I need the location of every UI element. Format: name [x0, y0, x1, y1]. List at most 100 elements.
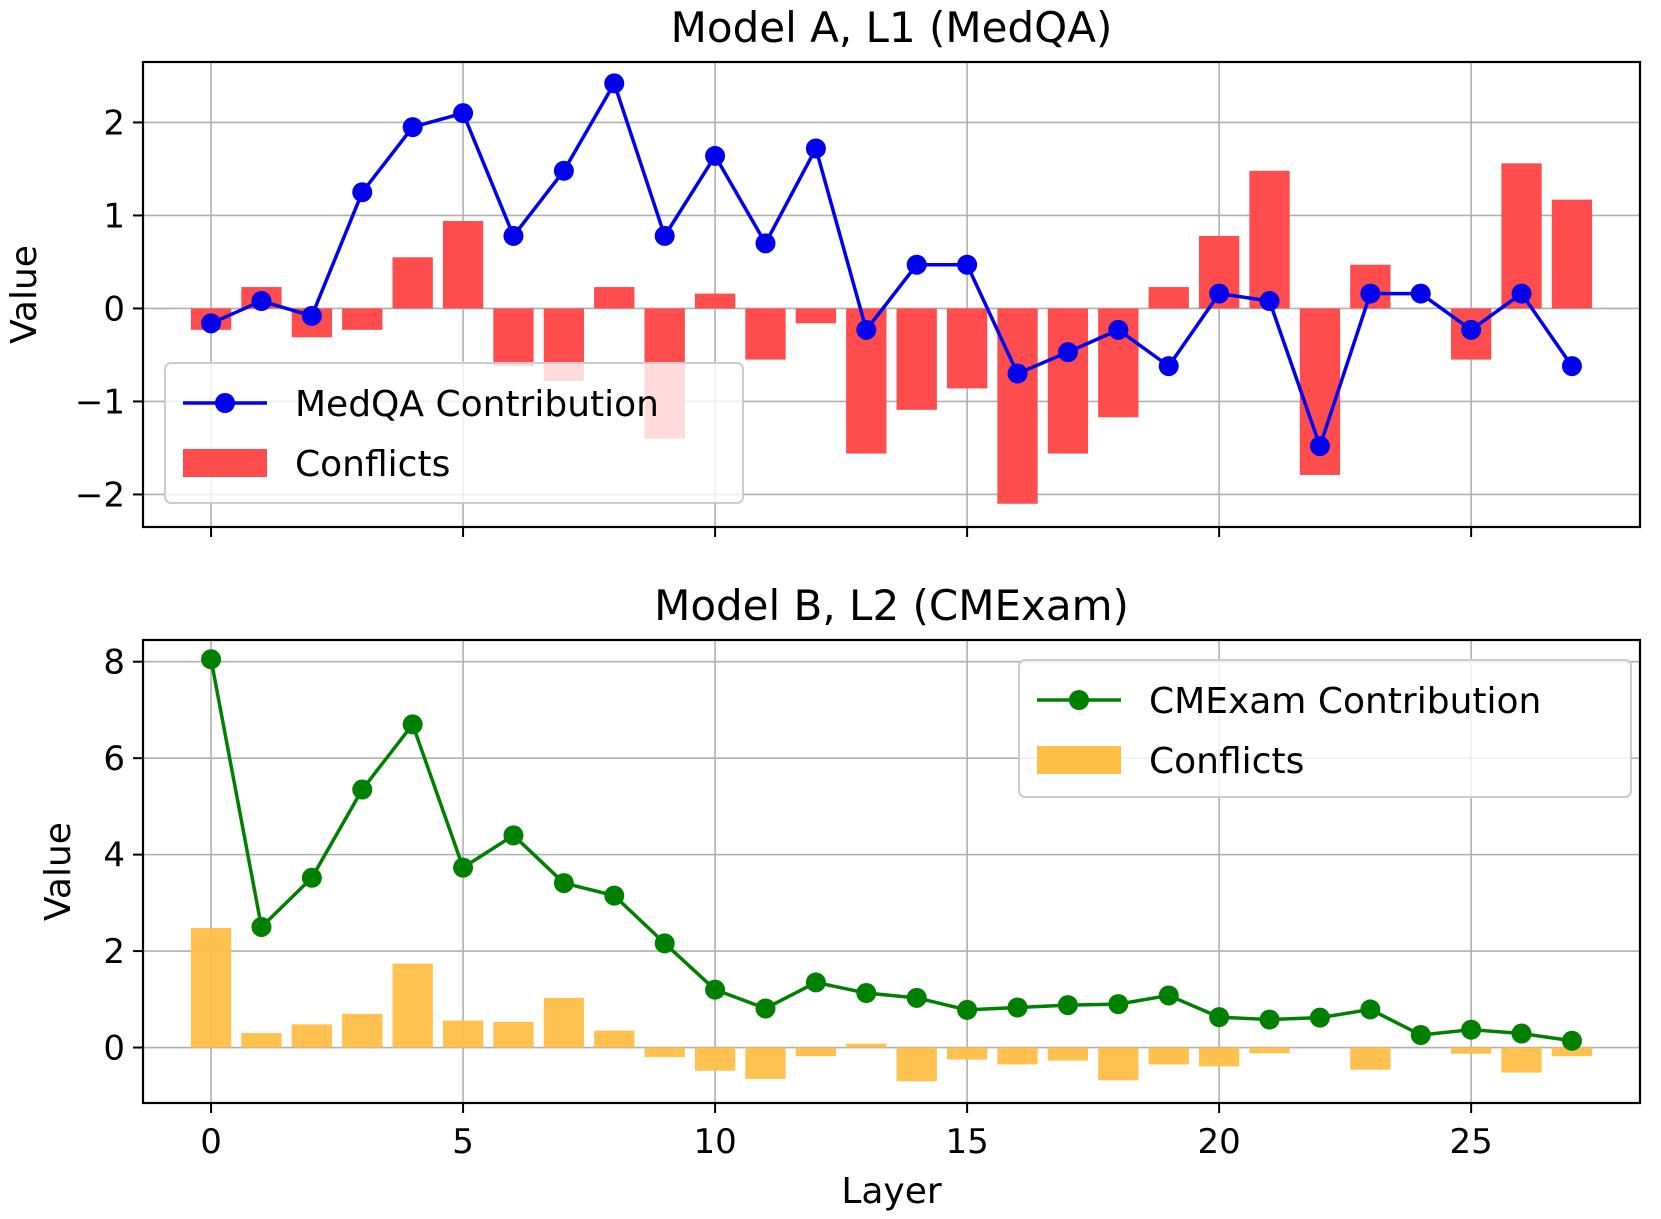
legend-model-b: CMExam Contribution Conflicts	[1018, 659, 1632, 798]
x-tick-label: 5	[452, 1122, 474, 1162]
contribution-point	[1259, 1009, 1280, 1030]
conflict-bar	[997, 308, 1038, 504]
chart-title-model-b: Model B, L2 (CMExam)	[654, 581, 1129, 630]
conflict-bar	[291, 1024, 333, 1048]
conflict-bar	[896, 1047, 937, 1082]
conflict-bar	[745, 308, 786, 360]
conflict-bar	[1148, 287, 1189, 309]
conflict-bar	[997, 1047, 1038, 1065]
panel-model-a: −2 −1 0 1 2 Model A, L1 (MedQA) Value MedQA …	[4, 3, 1642, 537]
conflict-bar	[946, 308, 988, 389]
contribution-point	[1259, 291, 1280, 312]
contribution-point	[503, 225, 524, 246]
contribution-point	[1007, 997, 1028, 1018]
chart-title-model-a: Model A, L1 (MedQA)	[671, 3, 1113, 52]
conflict-bar	[946, 1047, 988, 1060]
contribution-point	[654, 225, 675, 246]
contribution-point	[604, 73, 625, 94]
contribution-line	[210, 81, 1574, 448]
y-tick-label: 1	[103, 196, 125, 236]
conflict-bar	[342, 1013, 383, 1048]
conflict-bar	[1450, 1047, 1492, 1054]
conflict-bar	[1148, 1047, 1189, 1065]
conflict-bar	[694, 1047, 736, 1071]
y-tick-label: 2	[103, 932, 125, 972]
conflict-bar	[1551, 1047, 1593, 1057]
contribution-point	[957, 999, 978, 1020]
contribution-point	[1209, 1007, 1230, 1028]
y-axis-label-model-b: Value	[38, 822, 79, 921]
contribution-point	[503, 825, 524, 846]
contribution-point	[1108, 319, 1129, 340]
contribution-point	[1360, 283, 1381, 304]
legend-box-model-b	[1018, 659, 1632, 798]
y-tick-label: 4	[103, 836, 125, 876]
contribution-point	[1511, 283, 1532, 304]
conflict-bar	[241, 1033, 282, 1048]
conflict-bar	[392, 257, 433, 309]
contribution-point	[251, 916, 272, 937]
contribution-point	[201, 649, 222, 670]
conflict-bar	[594, 287, 635, 309]
conflict-bar	[1350, 1047, 1391, 1070]
contribution-point	[856, 319, 877, 340]
contribution-point	[1057, 342, 1078, 363]
plot-frame-model-b	[141, 638, 1642, 1105]
x-tick-label: 10	[693, 1122, 736, 1162]
contribution-point	[402, 117, 423, 138]
contribution-point	[604, 885, 625, 906]
contribution-point	[1511, 1023, 1532, 1044]
conflict-bars-model-a	[190, 163, 1593, 504]
contribution-point	[1007, 363, 1028, 384]
conflict-bar	[745, 1047, 786, 1079]
contribution-point	[453, 103, 474, 124]
contribution-point	[1209, 283, 1230, 304]
conflict-bar	[493, 308, 534, 367]
legend-label-conflicts-model-a: Conflicts	[295, 444, 450, 485]
contribution-point	[755, 998, 776, 1019]
conflict-bar	[1047, 308, 1089, 454]
contribution-point	[201, 313, 222, 334]
y-tick-label: 2	[103, 103, 125, 143]
conflict-bars-model-b	[190, 927, 1593, 1082]
contribution-point	[906, 254, 927, 275]
conflict-bar	[1098, 1047, 1139, 1081]
contribution-point	[352, 182, 373, 203]
legend-bar-swatch-model-a	[183, 449, 267, 477]
contribution-point	[1309, 1007, 1330, 1028]
y-axis-label-model-a: Value	[4, 245, 45, 344]
conflict-bar	[442, 1020, 484, 1048]
x-axis-label-model-b: Layer	[841, 1171, 942, 1212]
y-tick-label: −2	[75, 475, 125, 515]
contribution-point	[251, 291, 272, 312]
conflict-bar	[543, 997, 585, 1048]
contribution-point	[1410, 283, 1431, 304]
legend-label-contribution-model-b: CMExam Contribution	[1149, 681, 1541, 722]
contribution-point	[301, 867, 322, 888]
panel-model-b: 0 5 10 15 20 25 0 2 4 6 8 Model B, L2 (CMExam) Val…	[38, 581, 1642, 1212]
contribution-point	[906, 987, 927, 1008]
contribution-point	[1309, 436, 1330, 457]
contribution-point	[654, 933, 675, 954]
ticks-model-b: 0 5 10 15 20 25 0 2 4 6 8	[103, 643, 1492, 1162]
contribution-point	[402, 714, 423, 735]
conflict-bar	[795, 1047, 837, 1057]
contribution-point	[301, 305, 322, 326]
y-tick-label: 8	[103, 643, 125, 683]
contribution-point	[705, 145, 726, 166]
y-tick-label: 0	[103, 289, 125, 329]
contribution-point	[352, 779, 373, 800]
contribution-point	[805, 972, 826, 993]
contribution-line-model-b	[201, 649, 1582, 1051]
contribution-line	[209, 658, 1573, 1043]
x-tick-label: 0	[200, 1122, 222, 1162]
conflict-bar	[846, 1043, 887, 1048]
conflict-bar	[896, 308, 937, 410]
contribution-point	[1360, 999, 1381, 1020]
legend-marker-swatch-model-a	[215, 393, 235, 413]
contribution-point	[1057, 995, 1078, 1016]
contribution-point	[856, 983, 877, 1004]
contribution-point	[1158, 985, 1179, 1006]
x-tick-label: 25	[1450, 1122, 1493, 1162]
contribution-point	[1561, 1030, 1582, 1051]
